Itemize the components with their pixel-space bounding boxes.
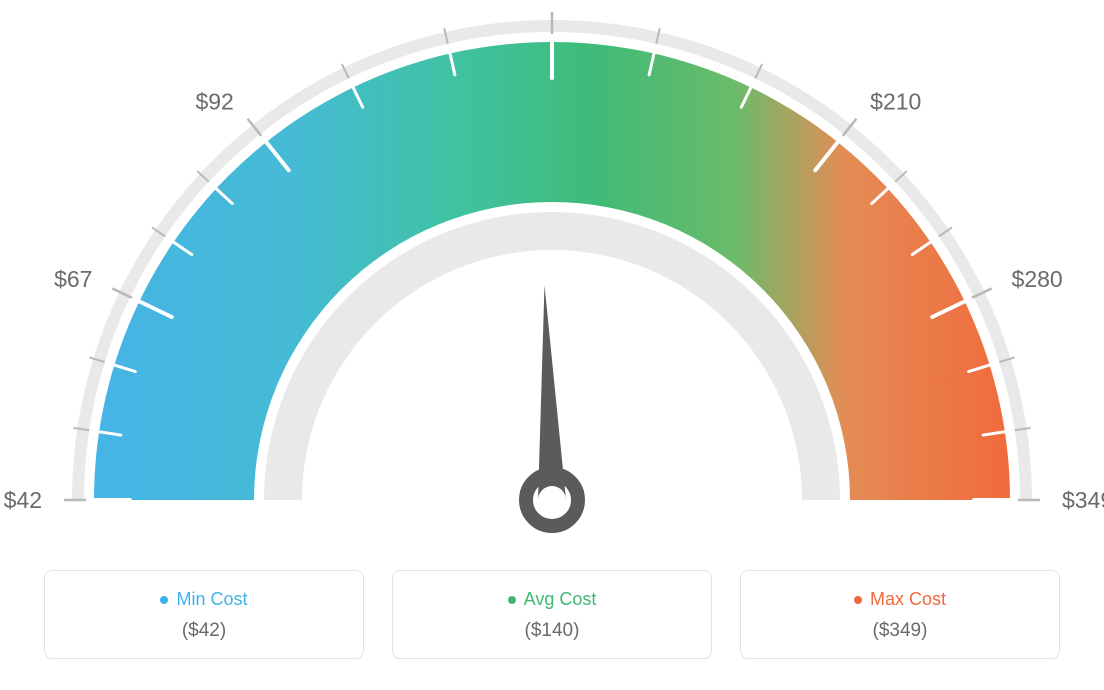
legend-label: Min Cost bbox=[176, 589, 247, 610]
legend-label: Max Cost bbox=[870, 589, 946, 610]
scale-label: $67 bbox=[54, 266, 92, 292]
legend-title: Max Cost bbox=[854, 589, 946, 610]
legend-dot-icon bbox=[854, 596, 862, 604]
legend-card: Avg Cost ($140) bbox=[392, 570, 712, 659]
scale-label: $210 bbox=[870, 88, 921, 114]
legend-card: Max Cost ($349) bbox=[740, 570, 1060, 659]
scale-label: $92 bbox=[195, 88, 233, 114]
legend-title: Avg Cost bbox=[508, 589, 597, 610]
cost-gauge: $42$67$92$140$210$280$349 bbox=[0, 0, 1104, 560]
legend-title: Min Cost bbox=[160, 589, 247, 610]
legend-card: Min Cost ($42) bbox=[44, 570, 364, 659]
legend-value: ($140) bbox=[403, 620, 701, 642]
scale-label: $42 bbox=[4, 487, 42, 513]
legend-value: ($42) bbox=[55, 620, 353, 642]
legend-row: Min Cost ($42) Avg Cost ($140) Max Cost ($349… bbox=[0, 570, 1104, 659]
legend-label: Avg Cost bbox=[524, 589, 597, 610]
needle-hub-hole bbox=[538, 486, 566, 514]
legend-dot-icon bbox=[508, 596, 516, 604]
scale-label: $280 bbox=[1012, 266, 1063, 292]
scale-label: $349 bbox=[1062, 487, 1104, 513]
legend-dot-icon bbox=[160, 596, 168, 604]
legend-value: ($349) bbox=[751, 620, 1049, 642]
gauge-svg: $42$67$92$140$210$280$349 bbox=[0, 0, 1104, 560]
